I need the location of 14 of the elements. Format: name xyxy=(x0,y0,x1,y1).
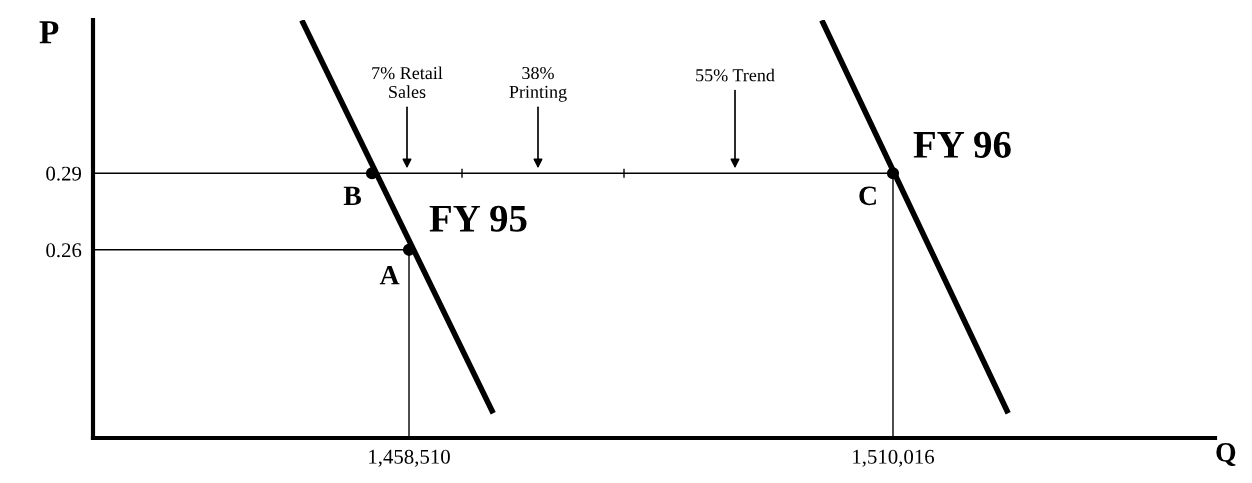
annotation: A xyxy=(379,265,400,285)
annotation: 38% Printing xyxy=(509,66,567,102)
y-tick-label: 0.26 xyxy=(46,243,82,258)
x-tick-label: 1,458,510 xyxy=(369,449,450,467)
x-tick-label: 1,510,016 xyxy=(853,449,935,467)
annotation: 7% Retail Sales xyxy=(372,66,443,99)
y-tick-label: 0.29 xyxy=(46,166,82,181)
annotation: C xyxy=(859,186,876,206)
y-axis-title: P xyxy=(39,21,59,44)
annotation: B xyxy=(343,186,362,205)
annotation: FY 96 xyxy=(913,131,1011,158)
x-axis-title: Q xyxy=(1216,443,1236,466)
annotation: FY 95 xyxy=(429,205,527,232)
annotation: 55% Trend xyxy=(696,68,775,82)
